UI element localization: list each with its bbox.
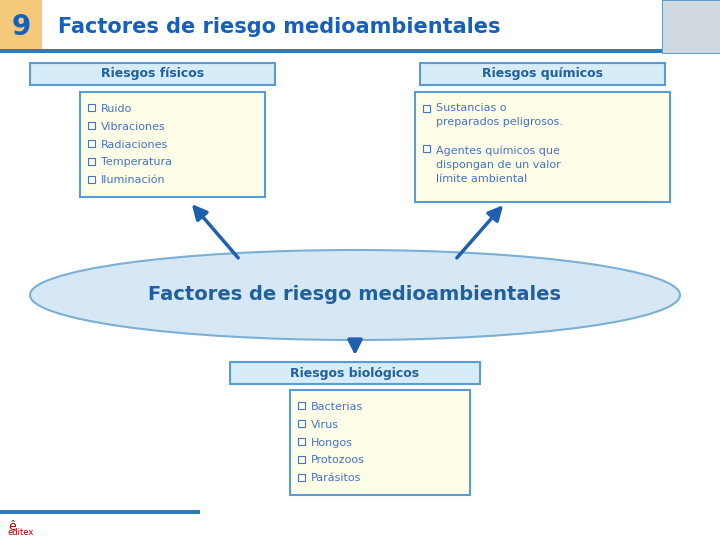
FancyBboxPatch shape [423, 105, 430, 111]
FancyBboxPatch shape [88, 140, 95, 147]
Text: Vibraciones: Vibraciones [101, 122, 166, 132]
Text: Sustancias o
preparados peligrosos.: Sustancias o preparados peligrosos. [436, 103, 563, 127]
FancyBboxPatch shape [0, 510, 200, 514]
Text: ê: ê [8, 520, 16, 533]
FancyBboxPatch shape [423, 145, 430, 152]
Text: Bacterias: Bacterias [311, 402, 364, 412]
Text: editex: editex [8, 528, 35, 537]
Text: Virus: Virus [311, 420, 339, 430]
Text: Riesgos físicos: Riesgos físicos [101, 68, 204, 80]
FancyBboxPatch shape [80, 92, 265, 197]
FancyBboxPatch shape [290, 390, 470, 495]
FancyBboxPatch shape [415, 92, 670, 202]
Text: Radiaciones: Radiaciones [101, 139, 168, 150]
FancyBboxPatch shape [298, 456, 305, 463]
Ellipse shape [30, 250, 680, 340]
FancyBboxPatch shape [420, 63, 665, 85]
FancyBboxPatch shape [30, 63, 275, 85]
FancyBboxPatch shape [88, 122, 95, 129]
FancyBboxPatch shape [88, 158, 95, 165]
Text: Ruido: Ruido [101, 104, 132, 114]
Text: Factores de riesgo medioambientales: Factores de riesgo medioambientales [148, 286, 562, 305]
FancyBboxPatch shape [298, 474, 305, 481]
FancyBboxPatch shape [298, 438, 305, 445]
Text: Protozoos: Protozoos [311, 455, 365, 465]
FancyBboxPatch shape [230, 362, 480, 384]
Text: Hongos: Hongos [311, 437, 353, 448]
FancyBboxPatch shape [298, 402, 305, 409]
FancyBboxPatch shape [662, 0, 720, 53]
FancyBboxPatch shape [298, 420, 305, 427]
Text: Agentes químicos que
dispongan de un valor
límite ambiental: Agentes químicos que dispongan de un val… [436, 145, 561, 184]
Text: 9: 9 [12, 13, 31, 41]
FancyBboxPatch shape [42, 0, 662, 50]
Text: Factores de riesgo medioambientales: Factores de riesgo medioambientales [58, 17, 500, 37]
FancyBboxPatch shape [88, 104, 95, 111]
FancyBboxPatch shape [0, 49, 662, 53]
Text: Temperatura: Temperatura [101, 157, 172, 167]
FancyBboxPatch shape [88, 176, 95, 183]
Text: Riesgos biológicos: Riesgos biológicos [290, 367, 420, 380]
Text: Riesgos químicos: Riesgos químicos [482, 68, 603, 80]
Text: Parásitos: Parásitos [311, 473, 361, 483]
FancyBboxPatch shape [0, 0, 42, 50]
Text: Iluminación: Iluminación [101, 175, 166, 185]
